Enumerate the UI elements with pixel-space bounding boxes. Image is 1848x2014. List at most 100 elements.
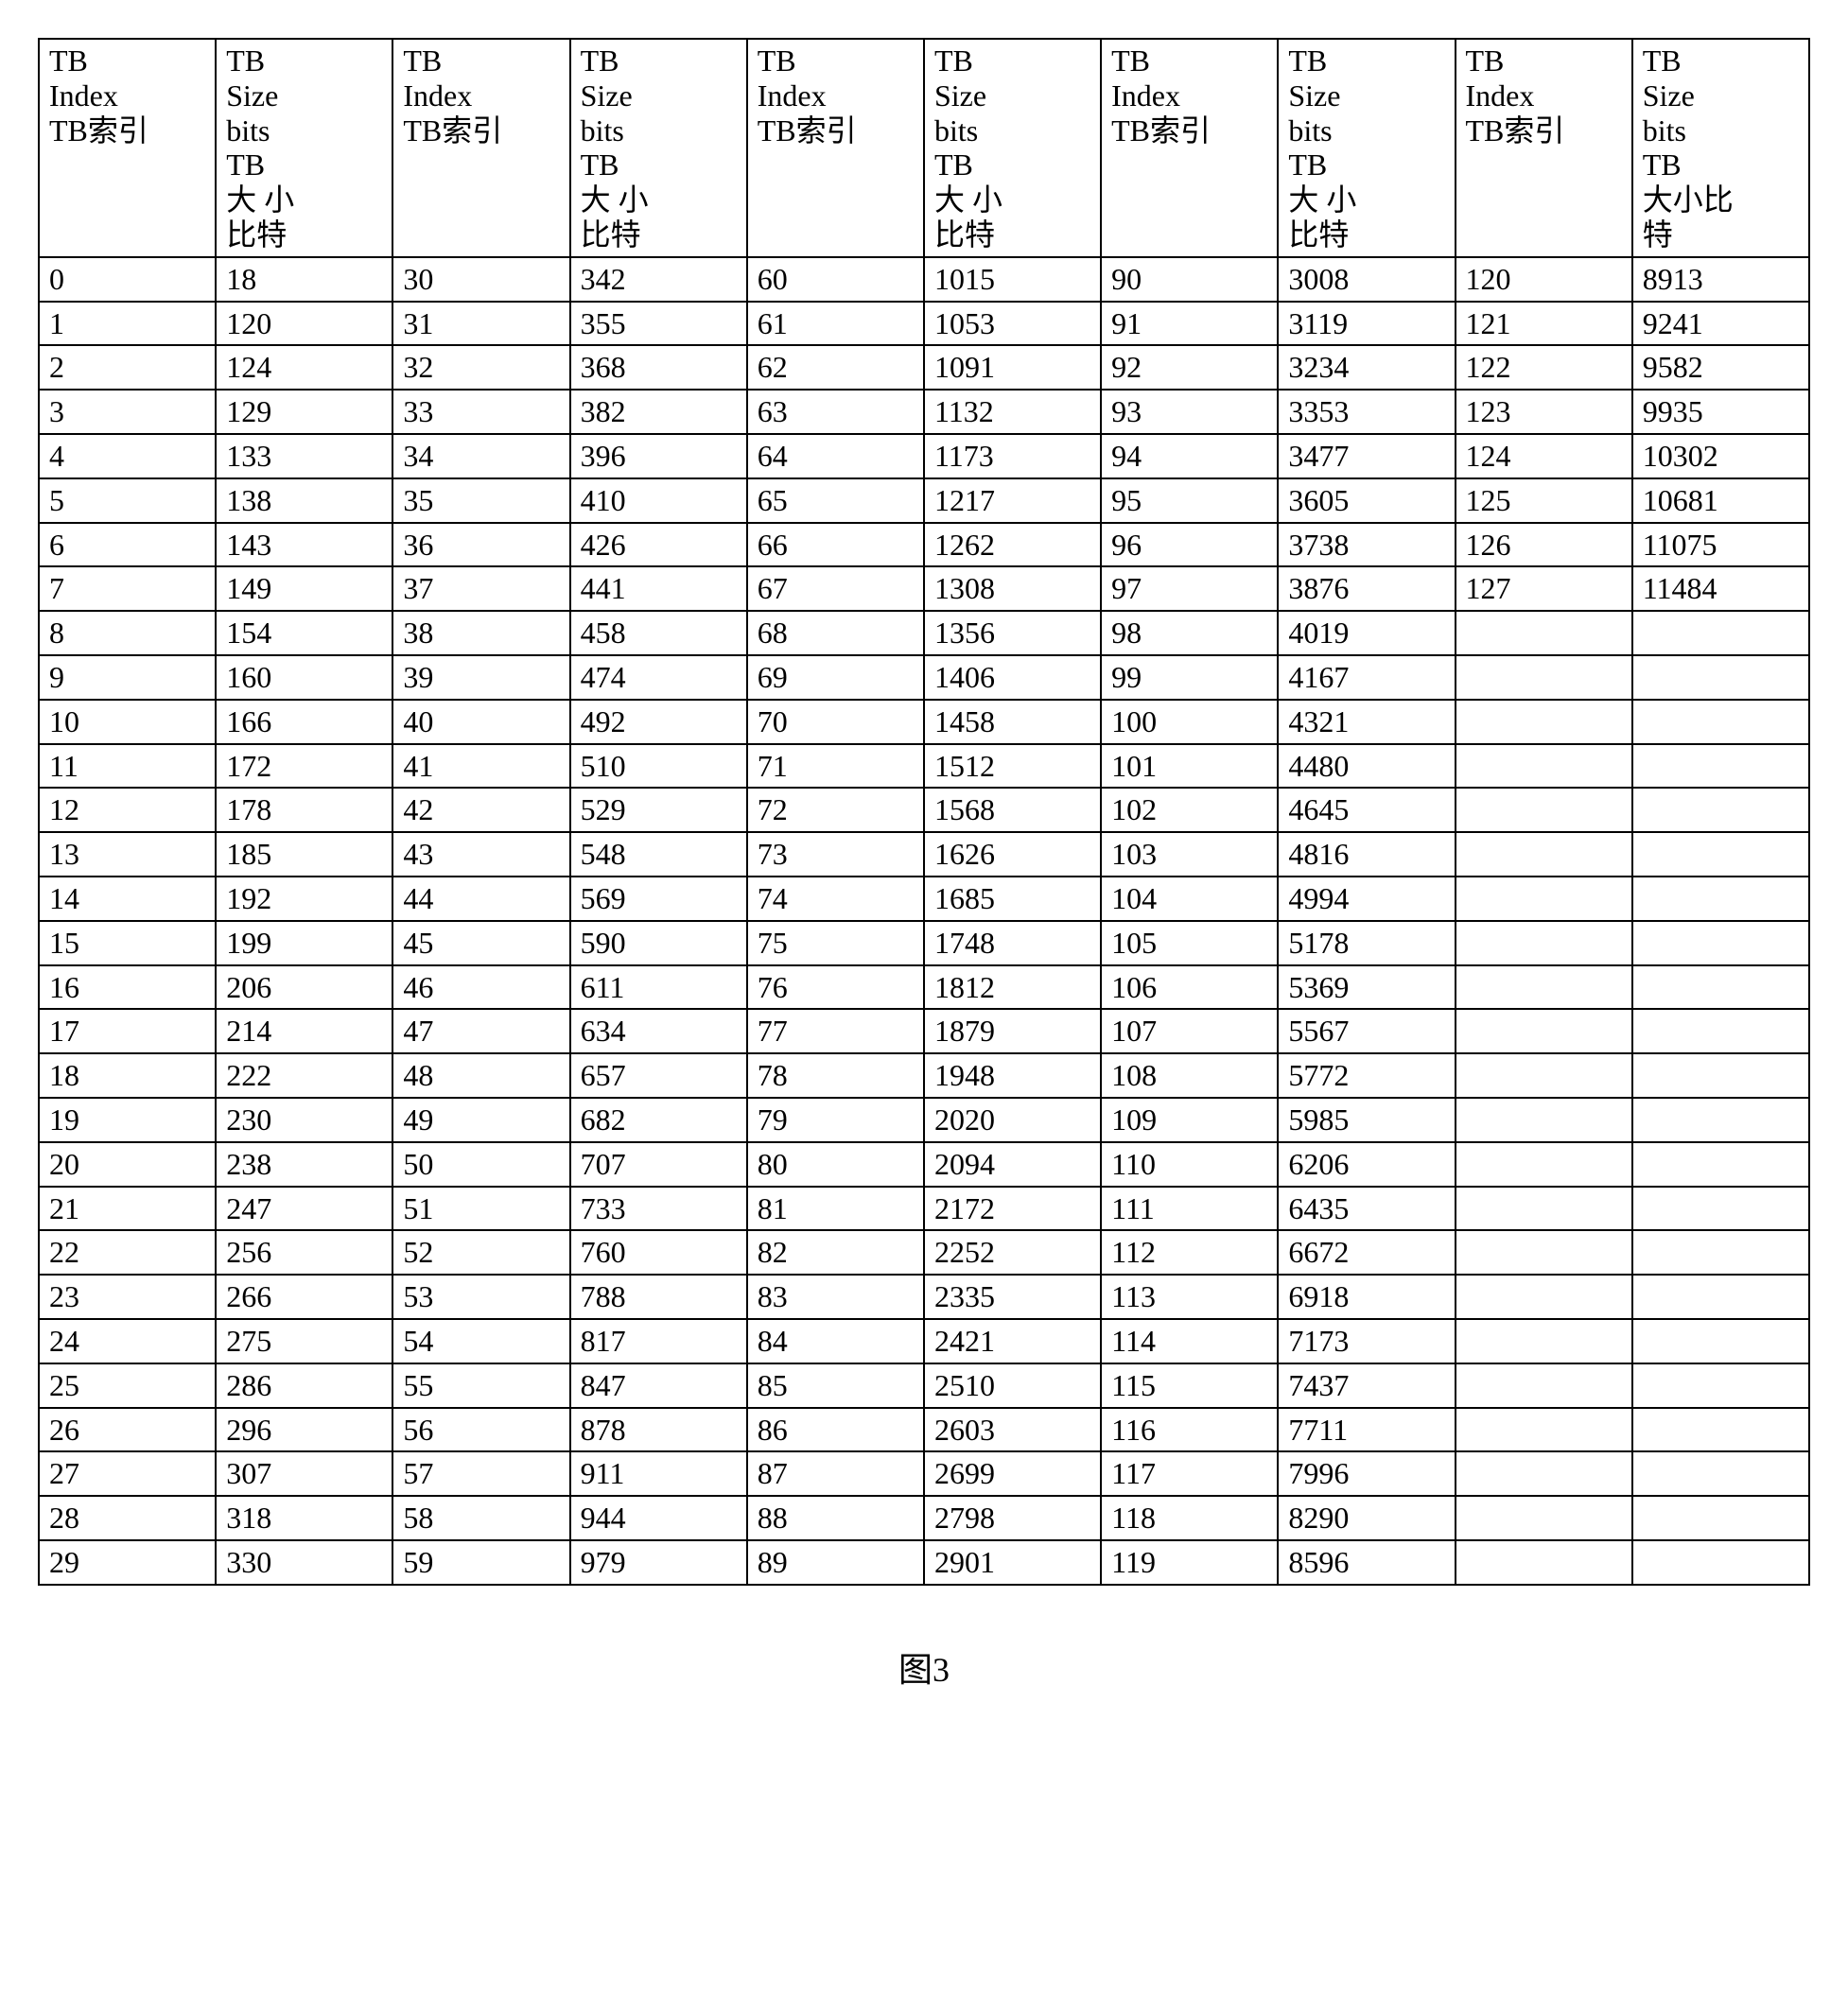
cell: 847	[570, 1363, 747, 1408]
cell: 88	[747, 1496, 924, 1540]
cell: 108	[1101, 1053, 1278, 1098]
cell: 275	[216, 1319, 392, 1363]
cell	[1456, 1496, 1632, 1540]
cell: 1262	[924, 523, 1101, 567]
cell: 2901	[924, 1540, 1101, 1585]
cell: 172	[216, 744, 392, 789]
cell: 109	[1101, 1098, 1278, 1142]
col-header-2: TBIndexTB索引	[392, 39, 569, 257]
cell: 8	[39, 611, 216, 655]
cell: 548	[570, 832, 747, 877]
cell: 91	[1101, 302, 1278, 346]
cell: 4816	[1278, 832, 1455, 877]
cell: 83	[747, 1275, 924, 1319]
table-row: 51383541065121795360512510681	[39, 478, 1809, 523]
cell: 3477	[1278, 434, 1455, 478]
cell: 81	[747, 1187, 924, 1231]
cell: 1406	[924, 655, 1101, 700]
cell: 56	[392, 1408, 569, 1452]
figure-caption: 图3	[38, 1642, 1810, 1692]
cell: 192	[216, 877, 392, 921]
cell: 22	[39, 1230, 216, 1275]
cell	[1632, 611, 1809, 655]
cell: 9	[39, 655, 216, 700]
cell: 64	[747, 434, 924, 478]
cell: 122	[1456, 345, 1632, 390]
cell: 5772	[1278, 1053, 1455, 1098]
table-row: 15199455907517481055178	[39, 921, 1809, 965]
cell: 238	[216, 1142, 392, 1187]
cell: 107	[1101, 1009, 1278, 1053]
cell	[1456, 655, 1632, 700]
cell: 149	[216, 566, 392, 611]
cell	[1632, 1142, 1809, 1187]
cell: 8596	[1278, 1540, 1455, 1585]
cell: 100	[1101, 700, 1278, 744]
table-row: 16206466117618121065369	[39, 965, 1809, 1010]
cell: 101	[1101, 744, 1278, 789]
cell: 634	[570, 1009, 747, 1053]
cell: 318	[216, 1496, 392, 1540]
cell: 104	[1101, 877, 1278, 921]
table-row: 20238507078020941106206	[39, 1142, 1809, 1187]
cell: 50	[392, 1142, 569, 1187]
cell	[1456, 744, 1632, 789]
table-row: 23266537888323351136918	[39, 1275, 1809, 1319]
cell: 5178	[1278, 921, 1455, 965]
cell	[1456, 965, 1632, 1010]
cell: 2421	[924, 1319, 1101, 1363]
cell: 1685	[924, 877, 1101, 921]
cell: 110	[1101, 1142, 1278, 1187]
cell: 1091	[924, 345, 1101, 390]
cell: 84	[747, 1319, 924, 1363]
cell: 355	[570, 302, 747, 346]
cell: 529	[570, 788, 747, 832]
cell: 474	[570, 655, 747, 700]
cell: 10	[39, 700, 216, 744]
cell: 93	[1101, 390, 1278, 434]
cell: 569	[570, 877, 747, 921]
cell: 4167	[1278, 655, 1455, 700]
cell: 3738	[1278, 523, 1455, 567]
cell	[1632, 1496, 1809, 1540]
cell: 979	[570, 1540, 747, 1585]
cell: 59	[392, 1540, 569, 1585]
cell	[1632, 1408, 1809, 1452]
cell: 10302	[1632, 434, 1809, 478]
cell: 44	[392, 877, 569, 921]
cell: 11075	[1632, 523, 1809, 567]
cell: 36	[392, 523, 569, 567]
cell	[1456, 1230, 1632, 1275]
cell: 89	[747, 1540, 924, 1585]
cell: 23	[39, 1275, 216, 1319]
cell: 74	[747, 877, 924, 921]
cell: 114	[1101, 1319, 1278, 1363]
table-row: 11172415107115121014480	[39, 744, 1809, 789]
cell: 5567	[1278, 1009, 1455, 1053]
cell: 4480	[1278, 744, 1455, 789]
cell: 54	[392, 1319, 569, 1363]
cell: 13	[39, 832, 216, 877]
cell	[1632, 1187, 1809, 1231]
cell: 66	[747, 523, 924, 567]
cell: 657	[570, 1053, 747, 1098]
cell: 14	[39, 877, 216, 921]
cell: 116	[1101, 1408, 1278, 1452]
cell	[1456, 1451, 1632, 1496]
col-header-4: TBIndexTB索引	[747, 39, 924, 257]
cell: 67	[747, 566, 924, 611]
table-row: 13185435487316261034816	[39, 832, 1809, 877]
cell: 2335	[924, 1275, 1101, 1319]
cell	[1632, 832, 1809, 877]
cell: 1356	[924, 611, 1101, 655]
cell: 3008	[1278, 257, 1455, 302]
cell: 49	[392, 1098, 569, 1142]
cell: 458	[570, 611, 747, 655]
cell: 92	[1101, 345, 1278, 390]
cell: 0	[39, 257, 216, 302]
cell: 2798	[924, 1496, 1101, 1540]
cell	[1632, 1230, 1809, 1275]
cell: 58	[392, 1496, 569, 1540]
cell: 18	[39, 1053, 216, 1098]
cell: 6672	[1278, 1230, 1455, 1275]
